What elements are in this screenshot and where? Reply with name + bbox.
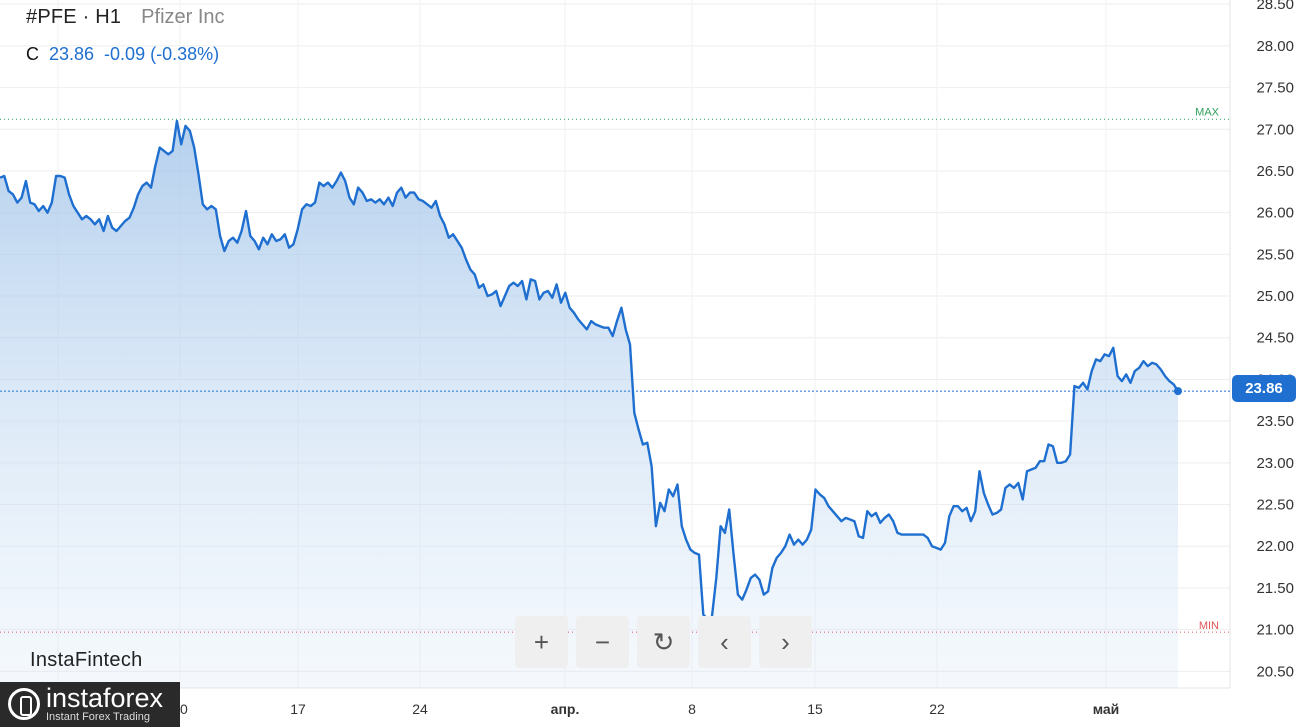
reset-icon: ↻ (652, 626, 675, 657)
minus-icon: − (594, 626, 611, 657)
last-price-tag: 23.86 (1232, 375, 1296, 402)
y-tick-label: 28.50 (1256, 0, 1294, 13)
y-tick-label: 24.50 (1256, 330, 1294, 347)
chevron-left-icon: ‹ (720, 626, 729, 657)
x-tick-label: 8 (688, 701, 696, 717)
quote-line: C 23.86 -0.09 (-0.38%) (26, 44, 219, 65)
close-label: C (26, 44, 39, 64)
logo-icon (8, 688, 40, 720)
y-tick-label: 21.50 (1256, 580, 1294, 597)
min-label: MIN (1199, 620, 1219, 632)
last-point (1174, 387, 1182, 396)
symbol-label: #PFE · H1 (26, 6, 122, 28)
y-tick-label: 22.50 (1256, 497, 1294, 514)
scroll-right-button[interactable]: › (759, 616, 812, 668)
series-area (0, 120, 1178, 688)
chart-header: #PFE · H1 Pfizer Inc (26, 6, 225, 29)
reset-button[interactable]: ↻ (637, 616, 690, 668)
y-tick-label: 26.00 (1256, 205, 1294, 222)
instaforex-logo[interactable]: instaforex Instant Forex Trading (0, 682, 180, 727)
price-change: -0.09 (-0.38%) (104, 44, 220, 64)
y-tick-label: 27.50 (1256, 80, 1294, 97)
chevron-right-icon: › (781, 626, 790, 657)
y-tick-label: 22.00 (1256, 538, 1294, 555)
plus-icon: + (533, 626, 550, 657)
x-tick-label: 22 (929, 701, 945, 717)
y-tick-label: 28.00 (1256, 38, 1294, 55)
scroll-left-button[interactable]: ‹ (698, 616, 751, 668)
zoom-out-button[interactable]: − (576, 616, 629, 668)
series-line (0, 119, 1180, 621)
x-tick-label: 15 (807, 701, 823, 717)
y-tick-label: 26.50 (1256, 163, 1294, 180)
y-tick-label: 20.50 (1256, 663, 1294, 680)
y-tick-label: 21.00 (1256, 622, 1294, 639)
chart-controls: + − ↻ ‹ › (515, 616, 812, 668)
x-tick-label: 24 (412, 701, 428, 717)
company-name: Pfizer Inc (141, 6, 225, 28)
logo-tagline: Instant Forex Trading (46, 711, 150, 723)
x-tick-label: 17 (290, 701, 306, 717)
x-tick-label: май (1093, 701, 1120, 717)
y-tick-label: 23.00 (1256, 455, 1294, 472)
zoom-in-button[interactable]: + (515, 616, 568, 668)
max-label: MAX (1195, 106, 1220, 118)
y-tick-label: 25.50 (1256, 246, 1294, 263)
y-tick-label: 25.00 (1256, 288, 1294, 305)
x-tick-label: апр. (551, 701, 580, 717)
brand-label: InstaFintech (30, 649, 143, 671)
y-tick-label: 23.50 (1256, 413, 1294, 430)
y-tick-label: 27.00 (1256, 121, 1294, 138)
logo-name: instaforex (46, 683, 164, 713)
close-value: 23.86 (49, 44, 95, 64)
